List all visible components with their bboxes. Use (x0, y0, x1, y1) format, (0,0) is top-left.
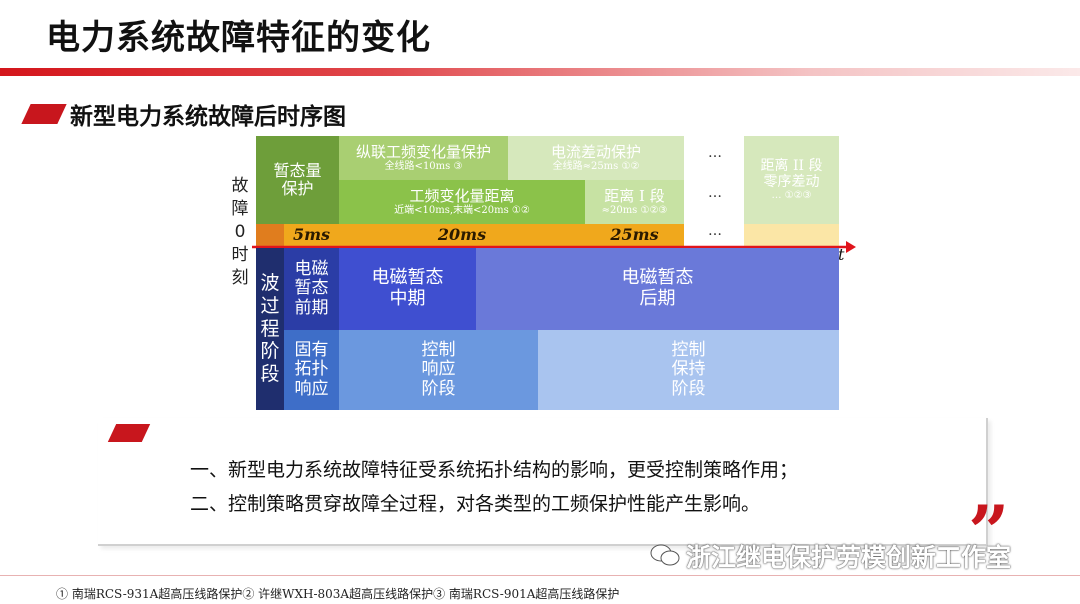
freq-distance-protection-cell: 工频变化量距离 近端<10ms,末端<20ms ①② (339, 180, 585, 224)
transient-protection-cell: 暂态量 保护 (256, 136, 339, 224)
bullet-2: 二、控制策略贯穿故障全过程，对各类型的工频保护性能产生影响。 (190, 493, 761, 515)
footer-divider (0, 575, 1080, 576)
longitudinal-protection-cell: 纵联工频变化量保护 全线路<10ms ③ (339, 136, 508, 180)
current-diff-protection-cell: 电流差动保护 全线路≈25ms ①② (508, 136, 684, 180)
footnote: ① 南瑞RCS-931A超高压线路保护② 许继WXH-803A超高压线路保护③ … (56, 587, 620, 601)
quote-mark-icon: ” (968, 489, 1010, 574)
inherent-topology-response: 固有 拓扑 响应 (284, 330, 339, 410)
distance-zone1-cell: 距离 I 段 ≈20ms ①②③ (585, 180, 684, 224)
time-5ms: 5ms (284, 224, 339, 246)
em-transient-late: 电磁暂态 后期 (476, 248, 839, 330)
wave-process-stage: 波过程阶段 (256, 248, 284, 410)
em-transient-middle: 电磁暂态 中期 (339, 248, 476, 330)
time-25ms: 25ms (585, 224, 684, 246)
bullet-1: 一、新型电力系统故障特征受系统拓扑结构的影响，更受控制策略作用； (190, 459, 799, 481)
ellipsis-1: … (708, 144, 722, 161)
wechat-icon (650, 544, 680, 566)
section-title: 新型电力系统故障后时序图 (70, 104, 346, 130)
time-later (744, 224, 839, 246)
watermark-text: 浙江继电保护劳模创新工作室 (686, 543, 1012, 572)
page-title: 电力系统故障特征的变化 (46, 18, 431, 58)
control-hold-stage: 控制 保持 阶段 (538, 330, 839, 410)
time-20ms: 20ms (339, 224, 585, 246)
time-axis-arrow (252, 241, 856, 253)
ellipsis-3: … (708, 222, 722, 239)
wave-strip (256, 224, 284, 246)
title-underline (0, 68, 1080, 76)
distance-zone2-cell: 距离 II 段 零序差动 … ①②③ (744, 136, 839, 224)
control-response-stage: 控制 响应 阶段 (339, 330, 538, 410)
time-axis-label: t (838, 245, 845, 264)
summary-box (98, 418, 988, 546)
section-marker (21, 104, 67, 124)
em-transient-early: 电磁 暂态 前期 (284, 248, 339, 330)
ellipsis-2: … (708, 184, 722, 201)
